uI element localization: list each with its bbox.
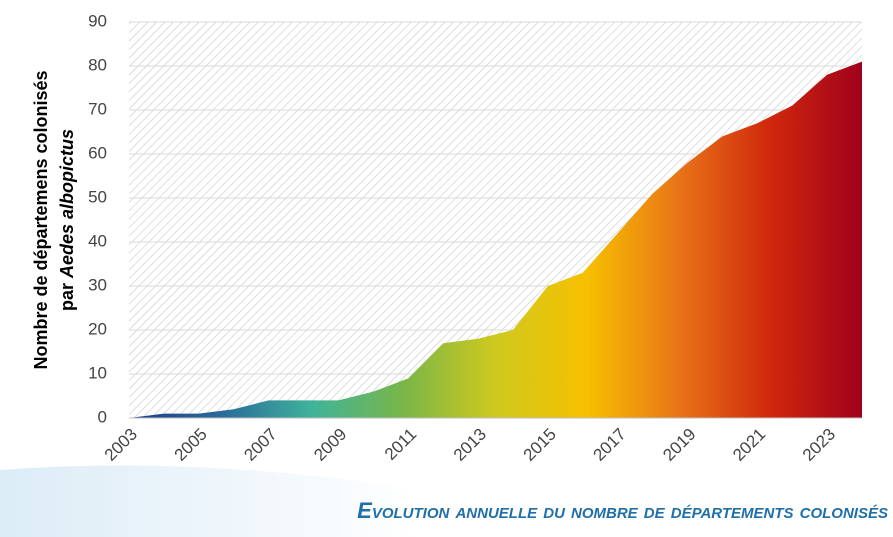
x-tick-label: 2003 xyxy=(101,425,141,465)
y-tick-label: 0 xyxy=(98,407,107,426)
x-tick-label: 2007 xyxy=(240,425,280,465)
y-tick-label: 70 xyxy=(88,99,107,118)
x-tick-label: 2023 xyxy=(799,425,839,465)
x-tick-label: 2005 xyxy=(171,425,211,465)
x-tick-label: 2021 xyxy=(729,425,769,465)
y-tick-label: 40 xyxy=(88,231,107,250)
x-tick-label: 2015 xyxy=(520,425,560,465)
y-tick-label: 10 xyxy=(88,363,107,382)
y-tick-label: 20 xyxy=(88,319,107,338)
y-axis-label: Nombre de départemens colonisés xyxy=(31,70,51,369)
area xyxy=(129,61,862,418)
x-tick-label: 2011 xyxy=(381,425,420,464)
y-tick-label: 60 xyxy=(88,143,107,162)
caption: Evolution annuelle du nombre de départem… xyxy=(357,498,888,523)
x-tick-label: 2017 xyxy=(589,425,629,465)
decoration xyxy=(0,465,420,537)
y-tick-label: 50 xyxy=(88,187,107,206)
x-tick-label: 2009 xyxy=(310,425,350,465)
y-tick-label: 90 xyxy=(88,11,107,30)
x-tick-label: 2019 xyxy=(659,425,699,465)
y-axis-label: par Aedes albopictus xyxy=(57,129,77,311)
y-tick-label: 30 xyxy=(88,275,107,294)
y-axis-label-prefix: par xyxy=(57,283,77,311)
x-tick-label: 2013 xyxy=(450,425,490,465)
y-tick-label: 80 xyxy=(88,55,107,74)
y-axis-label-species: Aedes albopictus xyxy=(57,129,77,279)
